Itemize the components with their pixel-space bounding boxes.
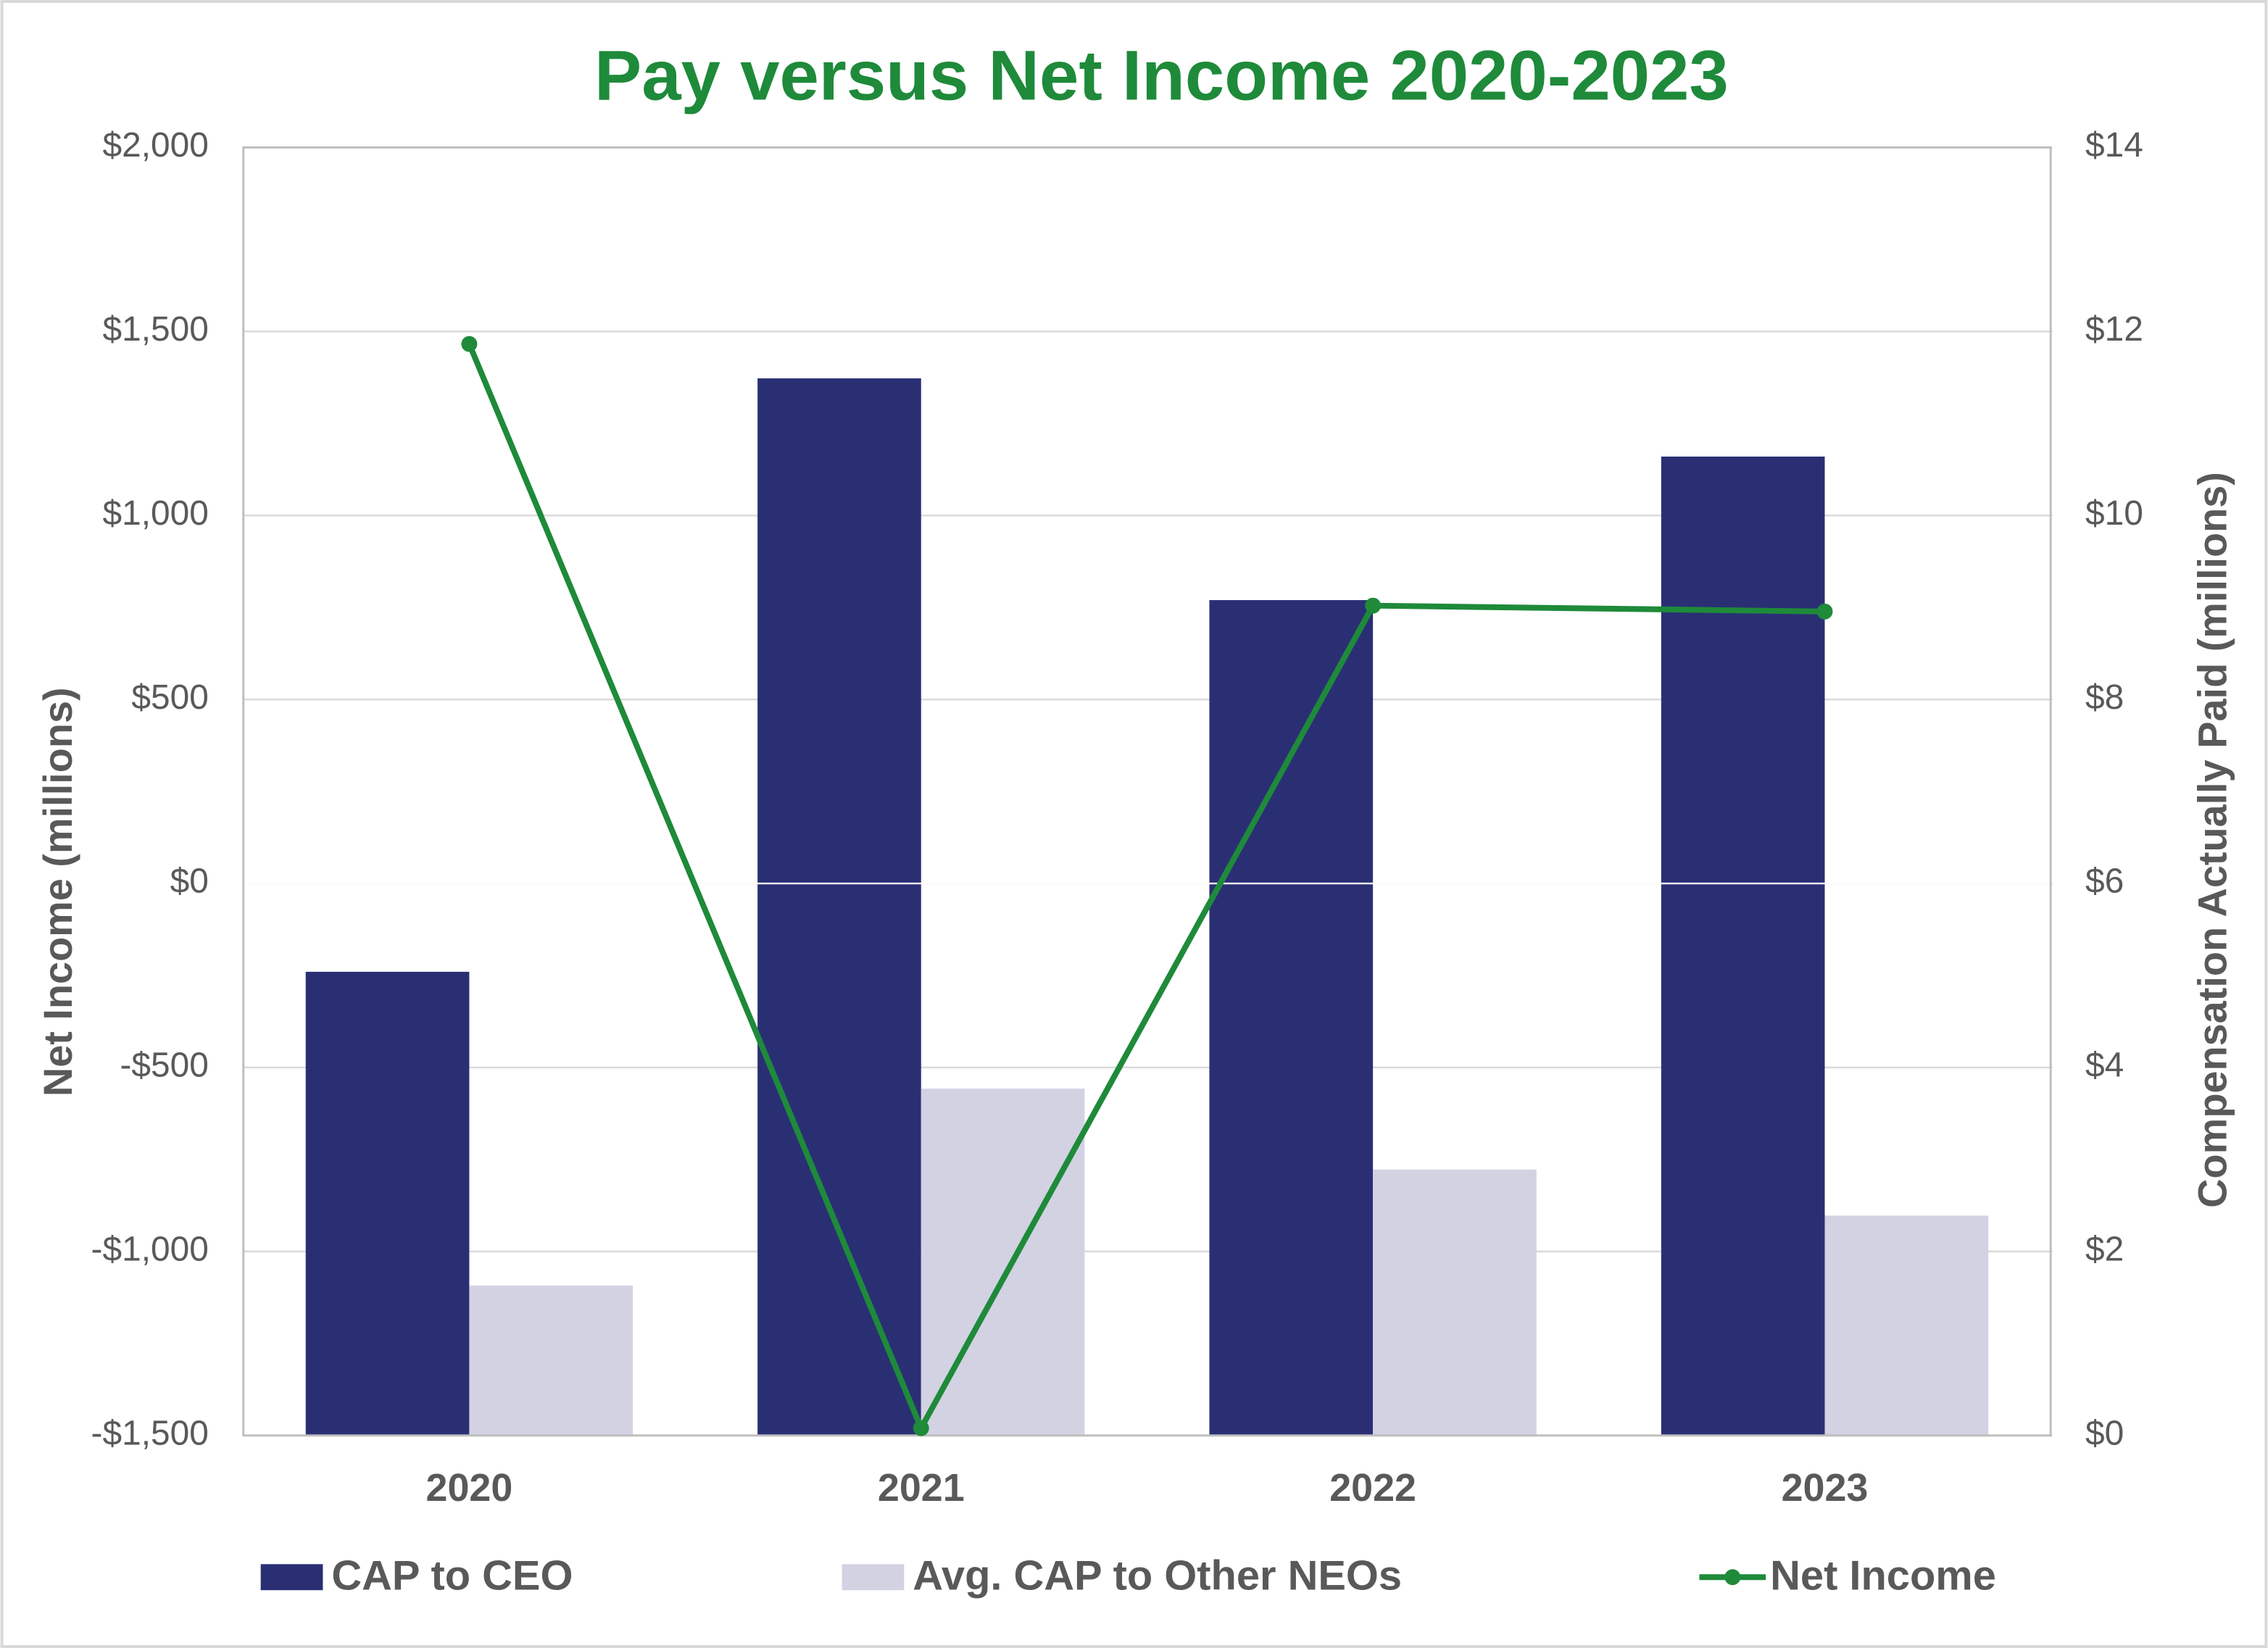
bar	[757, 378, 921, 1436]
bar	[1661, 457, 1825, 1436]
y-tick-label: $1,000	[102, 494, 208, 533]
line	[466, 343, 1825, 1431]
plot-frame	[242, 146, 2052, 1437]
bars	[305, 378, 1989, 1436]
line-marker	[1816, 603, 1833, 620]
line-marker	[913, 1420, 929, 1436]
legend-swatch	[842, 1564, 905, 1591]
y2-tick-label: $0	[2085, 1414, 2124, 1452]
y-tick-label: -$500	[120, 1046, 208, 1085]
y-axis-title: Net Income (millions)	[35, 687, 80, 1096]
legend-label: Avg. CAP to Other NEOs	[913, 1553, 1402, 1599]
y2-tick-label: $14	[2085, 126, 2143, 165]
legend-swatch	[260, 1564, 323, 1591]
line-marker	[1365, 597, 1382, 614]
legend-label: CAP to CEO	[331, 1553, 573, 1599]
y2-tick-label: $6	[2085, 862, 2124, 901]
bar	[1209, 600, 1374, 1436]
line-marker	[461, 336, 478, 352]
x-tick-label: 2023	[1782, 1466, 1869, 1510]
overlay	[242, 146, 2052, 1437]
legend-label: Net Income	[1770, 1553, 1996, 1599]
y-tick-label: -$1,000	[91, 1231, 209, 1269]
bar	[1824, 1215, 1989, 1436]
bar	[469, 1285, 634, 1436]
y-tick-label: $0	[170, 862, 209, 901]
y-tick-label: $2,000	[102, 126, 208, 165]
x-tick-label: 2022	[1329, 1466, 1416, 1510]
y-tick-label: $500	[131, 678, 208, 717]
y2-tick-label: $4	[2085, 1046, 2124, 1085]
x-tick-label: 2021	[878, 1466, 965, 1510]
y-tick-label: $1,500	[102, 310, 208, 349]
y-tick-label: -$1,500	[91, 1414, 209, 1452]
chart-title: Pay versus Net Income 2020-2023	[594, 36, 1729, 115]
y2-tick-label: $12	[2085, 310, 2143, 349]
y2-axis-title: Compensation Actually Paid (millions)	[2189, 472, 2235, 1208]
y2-tick-label: $10	[2085, 494, 2143, 533]
x-tick-label: 2020	[426, 1466, 513, 1510]
legend-marker	[1724, 1569, 1741, 1586]
bar	[1373, 1169, 1537, 1436]
y2-tick-label: $2	[2085, 1231, 2124, 1269]
y2-tick-label: $8	[2085, 678, 2124, 717]
bar	[305, 971, 470, 1436]
